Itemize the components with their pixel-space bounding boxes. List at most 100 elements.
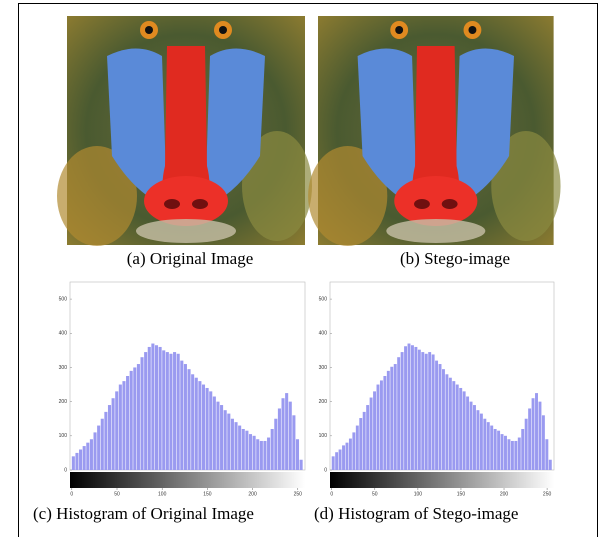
y-tick-label: 500 — [319, 296, 328, 302]
histogram-bar — [400, 352, 404, 470]
histogram-bar — [118, 384, 122, 470]
histogram-bar — [86, 442, 90, 470]
histogram-bar — [479, 413, 483, 470]
histogram-bar — [97, 425, 101, 470]
histogram-bar — [342, 445, 345, 470]
histogram-bar — [82, 446, 86, 470]
y-tick-label: 400 — [59, 331, 68, 337]
histogram-bar — [285, 393, 289, 470]
x-tick-label: 100 — [158, 491, 167, 497]
histogram-bar — [390, 366, 394, 470]
histogram-bar — [220, 405, 224, 470]
histogram-bar — [144, 352, 148, 470]
histogram-bar — [473, 405, 476, 470]
x-tick-label: 250 — [294, 491, 303, 497]
histogram-bar — [104, 411, 108, 470]
y-tick-label: 400 — [319, 331, 328, 337]
x-tick-label: 0 — [70, 491, 73, 497]
histogram-bar — [295, 439, 300, 470]
y-tick-label: 300 — [319, 365, 328, 371]
histogram-bar — [93, 432, 97, 470]
histogram-bar — [462, 391, 466, 470]
histogram-bar — [299, 459, 303, 470]
y-tick-label: 100 — [319, 433, 328, 439]
colorbar — [330, 472, 554, 488]
y-tick-label: 200 — [59, 399, 68, 405]
histogram-bar — [442, 369, 445, 470]
y-tick-label: 0 — [64, 467, 67, 473]
histogram-bar — [140, 357, 144, 470]
histogram-bar — [524, 418, 528, 470]
histogram-bar — [404, 346, 408, 470]
histogram-bar — [545, 439, 549, 470]
y-tick-label: 200 — [319, 399, 328, 405]
histogram-bar — [173, 352, 177, 470]
caption: (b) Stego-image — [400, 249, 510, 268]
x-tick-label: 150 — [457, 491, 466, 497]
histogram-bar — [386, 370, 390, 470]
histogram-bar — [201, 384, 206, 470]
histogram-bar — [100, 418, 104, 470]
histogram-bar — [538, 401, 542, 470]
caption: (a) Original Image — [127, 249, 254, 268]
histogram-bar — [366, 405, 370, 470]
histogram-bar — [158, 346, 162, 470]
histogram-bar — [493, 428, 497, 470]
histogram-bar — [136, 364, 140, 470]
histogram-bar — [369, 397, 373, 470]
histogram-bar — [241, 428, 245, 470]
histogram-bar — [507, 439, 511, 470]
histogram-bar — [528, 408, 532, 470]
histogram-bar — [71, 456, 75, 470]
histogram-bar — [376, 384, 380, 470]
histogram-bar — [424, 353, 428, 470]
histogram-bar — [238, 425, 242, 470]
histogram-bar — [212, 396, 216, 470]
histogram-bar — [348, 438, 352, 470]
histogram-bar — [245, 430, 249, 470]
histogram-bar — [151, 343, 155, 470]
histogram-bar — [383, 376, 387, 470]
histogram-bar — [514, 440, 518, 470]
y-tick-label: 0 — [324, 467, 327, 473]
histogram-bar — [476, 410, 480, 470]
histogram-bar — [331, 456, 335, 470]
y-tick-label: 300 — [59, 365, 68, 371]
histogram-bar — [417, 349, 421, 470]
histogram-bar — [459, 387, 463, 470]
histogram-bar — [504, 435, 507, 470]
x-tick-label: 50 — [372, 491, 378, 497]
histogram-bar — [292, 415, 296, 470]
histogram-bar — [393, 364, 397, 470]
histogram-bar — [252, 435, 256, 470]
histogram-bar — [288, 401, 292, 470]
histogram-bar — [414, 346, 418, 470]
stego-image — [308, 16, 561, 246]
histogram-bar — [126, 376, 130, 470]
frame — [18, 3, 598, 537]
histogram-bar — [548, 459, 552, 470]
histogram-bar — [176, 353, 180, 470]
histogram-bar — [535, 393, 538, 470]
histogram-bar — [267, 437, 271, 470]
histogram-bar — [373, 391, 377, 470]
histogram-bar — [469, 401, 473, 470]
histogram-bar — [169, 353, 173, 470]
caption: (c) Histogram of Original Image — [33, 504, 254, 523]
histogram-bar — [259, 440, 263, 470]
x-tick-label: 200 — [248, 491, 257, 497]
histogram-bar — [133, 367, 137, 470]
histogram-bar — [407, 343, 411, 470]
histogram-bar — [209, 391, 213, 470]
histogram-bar — [497, 430, 501, 470]
y-tick-label: 500 — [59, 296, 68, 302]
x-tick-label: 100 — [414, 491, 423, 497]
y-tick-label: 100 — [59, 433, 68, 439]
histogram-bar — [198, 381, 202, 470]
histogram-bar — [165, 352, 169, 470]
histogram-bar — [191, 374, 195, 470]
x-tick-label: 150 — [203, 491, 212, 497]
histogram-bar — [428, 352, 432, 470]
histogram-bar — [115, 391, 119, 470]
histogram-bar — [362, 411, 366, 470]
